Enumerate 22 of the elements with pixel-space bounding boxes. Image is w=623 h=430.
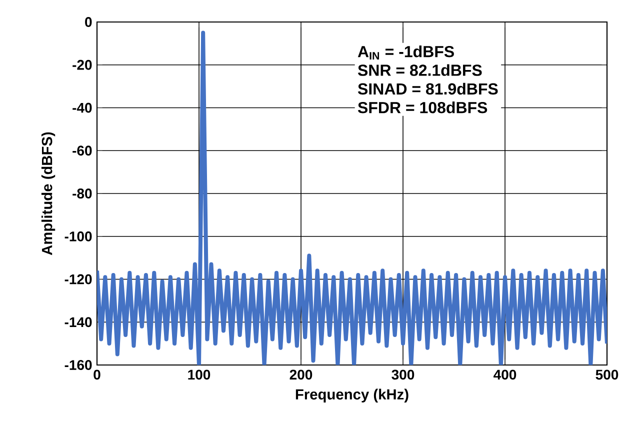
- x-tick-label: 400: [494, 370, 516, 380]
- line-series: [97, 30, 608, 366]
- x-tick-label: 100: [188, 370, 210, 380]
- y-tick-label: 0: [85, 17, 92, 27]
- annotation: SNR = 82.1dBFS: [358, 64, 482, 76]
- y-tick-label: -40: [72, 102, 92, 113]
- x-tick-label: 0: [94, 370, 100, 380]
- y-tick-label: -140: [64, 317, 92, 328]
- y-tick-label: -60: [72, 146, 92, 156]
- x-tick-label: 500: [596, 370, 618, 380]
- y-axis-title: Amplitude (dBFS): [41, 132, 56, 256]
- y-tick-label: -100: [64, 231, 92, 242]
- x-axis-title: Frequency (kHz): [296, 388, 408, 402]
- annotation: SFDR = 108dBFS: [358, 102, 488, 114]
- y-tick-label: -160: [64, 360, 92, 370]
- annotation: SINAD = 81.9dBFS: [358, 82, 498, 95]
- y-tick-label: -20: [72, 60, 92, 70]
- x-tick-label: 200: [290, 370, 312, 380]
- annotation: A$_{IN}$ = -1dBFS: [358, 46, 454, 60]
- y-tick-label: -80: [72, 188, 92, 198]
- y-tick-label: -120: [64, 274, 92, 284]
- x-tick-label: 300: [392, 370, 414, 380]
